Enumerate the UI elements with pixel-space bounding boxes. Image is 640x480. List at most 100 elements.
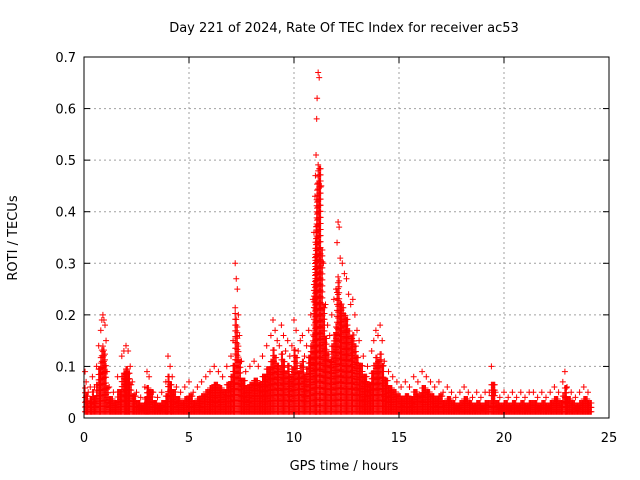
y-tick-label: 0.6 [55,103,76,118]
data-point [215,368,222,375]
data-point [585,389,591,396]
data-point [336,277,343,284]
data-point [181,384,188,391]
data-point [555,389,562,396]
data-point [103,374,110,381]
data-point [349,296,356,303]
data-point [272,327,279,334]
y-tick-label: 0.4 [55,206,76,221]
data-point [323,335,330,342]
y-tick-label: 0.7 [55,51,76,66]
data-point [317,171,324,178]
data-point [317,196,324,203]
data-point [186,378,192,385]
chart-title: Day 221 of 2024, Rate Of TEC Index for r… [169,21,519,36]
data-point [219,373,226,380]
data-point [378,351,385,358]
data-point [513,394,520,401]
x-axis-label: GPS time / hours [290,459,399,474]
data-point [538,389,545,396]
data-point [326,332,333,339]
data-point [319,252,326,259]
data-point [280,332,287,339]
data-point [251,358,258,365]
data-point [319,258,326,265]
data-point [324,322,331,329]
data-point [340,304,347,311]
data-point [501,389,507,396]
data-point [368,347,375,354]
data-point [325,351,332,358]
data-point [317,190,324,197]
data-point [534,394,541,401]
data-point [233,339,240,346]
data-point [99,311,106,318]
data-point [347,301,354,308]
data-point [315,69,322,76]
data-point [97,327,104,334]
data-point [321,304,328,311]
data-point [339,260,346,267]
data-point [305,327,312,334]
data-point [314,193,321,200]
data-point [559,378,566,385]
x-tick-label: 15 [391,431,408,446]
data-point [317,232,324,239]
data-point [235,311,242,318]
data-point [241,377,248,384]
data-point [276,342,283,349]
data-point [344,316,351,323]
data-point [294,354,301,361]
data-point [218,384,225,391]
data-point [237,369,244,376]
data-point [214,381,221,388]
data-point [102,356,108,363]
data-point [338,301,345,308]
y-tick-label: 0 [68,412,76,427]
data-point [254,377,261,384]
data-point [547,389,554,396]
data-point [336,289,343,296]
data-point [301,353,308,360]
data-point [132,393,139,400]
data-point [377,322,384,329]
data-point [291,317,297,324]
data-point [82,368,89,375]
data-point [146,373,153,380]
data-point [109,396,116,403]
data-point [328,311,335,318]
data-point [82,384,89,391]
data-point [337,255,344,262]
data-point [563,384,570,391]
data-point [385,368,392,375]
data-point [233,275,240,282]
data-point [232,260,239,267]
data-point [104,368,111,375]
data-point [286,362,293,369]
data-point [402,378,409,385]
data-point [364,363,371,370]
data-point [233,316,240,323]
data-point [237,364,244,371]
data-point [176,396,183,403]
data-point [273,354,280,361]
data-point [319,294,326,301]
data-point [281,364,288,371]
data-point [444,384,451,391]
data-point [372,327,379,334]
data-point [126,375,133,382]
data-point [124,366,131,373]
data-point [294,365,301,372]
data-point [319,270,326,277]
data-point [166,378,173,385]
data-point [319,264,326,271]
data-point [522,394,528,401]
data-point [319,282,326,289]
data-point [354,327,360,334]
data-point [315,161,322,168]
data-point [242,368,249,375]
data-point [334,239,341,246]
data-point [207,368,213,375]
data-point [234,323,241,330]
